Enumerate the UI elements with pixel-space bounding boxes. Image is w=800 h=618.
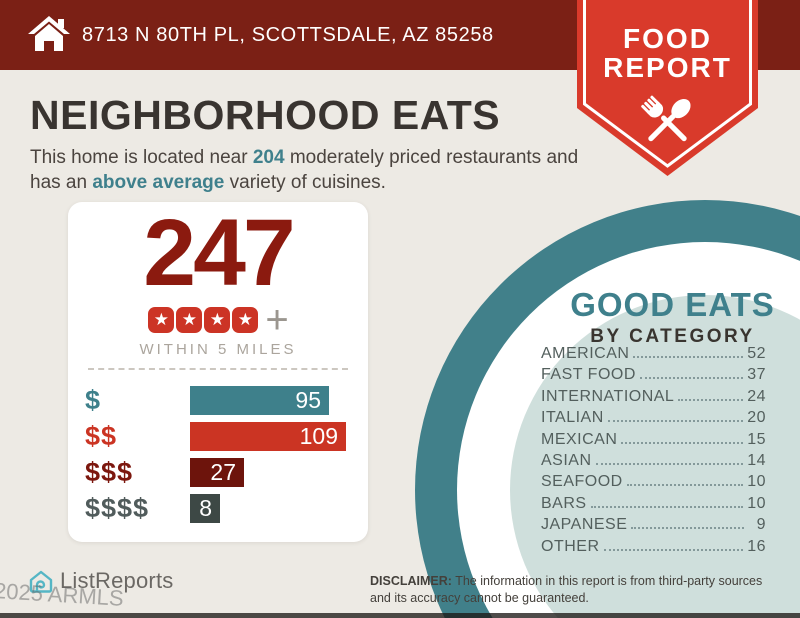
category-list: AMERICAN 52 FAST FOOD 37 INTERNATIONAL 24 ITAL… <box>541 345 766 559</box>
price-tier-bar-chart: $95 $$ 109 $$$ 27 $$$$ 8 <box>68 370 368 526</box>
category-label: JAPANESE <box>541 516 628 534</box>
category-value: 10 <box>747 494 766 512</box>
price-tier-label: $$$ <box>85 456 134 487</box>
category-label: ASIAN <box>541 451 592 469</box>
bar: 95 <box>190 385 329 415</box>
bar-value: 95 <box>295 386 321 413</box>
category-row: ASIAN 14 <box>541 452 766 473</box>
dotted-leader <box>639 377 744 380</box>
category-row: JAPANESE 9 <box>541 516 766 537</box>
category-row: ITALIAN 20 <box>541 409 766 430</box>
listreports-house-icon <box>29 570 53 593</box>
restaurant-stats-card: 247 ★ ★ ★ ★ + WITHIN 5 MILES $95 $$ 109 $$$ 27 $$… <box>68 202 368 542</box>
category-value: 14 <box>747 451 766 469</box>
category-row: INTERNATIONAL 24 <box>541 388 766 409</box>
bar-value: 27 <box>210 458 236 485</box>
category-label: ITALIAN <box>541 409 604 427</box>
category-label: OTHER <box>541 537 600 555</box>
price-tier-label: $$ <box>85 420 118 451</box>
listreports-logo-text: ListReports <box>60 568 174 593</box>
price-tier-label: $ <box>85 384 102 415</box>
bar-row: $95 <box>85 382 368 418</box>
category-label: MEXICAN <box>541 430 618 448</box>
category-value: 20 <box>747 409 766 427</box>
restaurant-count: 247 <box>143 200 296 306</box>
subtitle-text: This home is located near <box>30 147 253 168</box>
category-row: MEXICAN 15 <box>541 431 766 452</box>
listreports-logo: ListReports <box>28 568 173 594</box>
good-eats-heading: GOOD EATS BY CATEGORY <box>545 286 800 348</box>
bar-row: $$$ 27 <box>85 454 368 490</box>
disclaimer-body: The information in this report is from t… <box>370 574 763 605</box>
radius-caption: WITHIN 5 MILES <box>139 341 297 358</box>
bar-row: $$ 109 <box>85 418 368 454</box>
category-row: AMERICAN 52 <box>541 345 766 366</box>
category-label: AMERICAN <box>541 345 630 362</box>
bottom-edge-strip <box>0 613 800 618</box>
badge-line2-text: REPORT <box>603 52 732 83</box>
category-row: BARS 10 <box>541 495 766 516</box>
star-rating: ★ ★ ★ ★ + <box>68 297 368 342</box>
disclaimer-text: DISCLAIMER: The information in this repo… <box>370 573 774 606</box>
good-eats-title: GOOD EATS <box>570 286 775 323</box>
subtitle-highlight: above average <box>92 172 225 193</box>
home-icon <box>28 16 70 51</box>
property-address: 8713 N 80TH PL, SCOTTSDALE, AZ 85258 <box>82 24 494 46</box>
badge-line1-text: FOOD <box>623 23 712 54</box>
bar: 8 <box>190 493 220 523</box>
dashed-divider <box>88 368 348 370</box>
bar: 109 <box>190 421 346 451</box>
subtitle-text: moderately priced restaurants and <box>284 147 579 168</box>
plus-icon: + <box>265 297 289 342</box>
bar-value: 8 <box>199 494 212 521</box>
dotted-leader <box>631 527 744 530</box>
dotted-leader <box>626 484 744 487</box>
star-icon: ★ <box>232 306 259 333</box>
bar-row: $$$$ 8 <box>85 490 368 526</box>
dotted-leader <box>590 505 744 508</box>
category-value: 52 <box>747 345 766 362</box>
disclaimer-label: DISCLAIMER: <box>370 574 452 588</box>
category-label: BARS <box>541 494 587 512</box>
category-value: 24 <box>747 387 766 405</box>
bar: 27 <box>190 457 244 487</box>
category-label: SEAFOOD <box>541 473 623 491</box>
subtitle-text: variety of cuisines. <box>224 172 386 193</box>
star-icon: ★ <box>204 306 231 333</box>
category-value: 16 <box>747 537 766 555</box>
crossed-utensils-icon <box>641 95 691 142</box>
category-row: FAST FOOD 37 <box>541 366 766 387</box>
star-icon: ★ <box>176 306 203 333</box>
dotted-leader <box>621 441 744 444</box>
category-value: 15 <box>747 430 766 448</box>
page-title: NEIGHBORHOOD EATS <box>30 92 501 138</box>
star-icon: ★ <box>148 306 175 333</box>
subtitle-highlight: 204 <box>252 147 285 168</box>
good-eats-subtitle: BY CATEGORY <box>590 326 755 347</box>
dotted-leader <box>607 420 744 423</box>
page-subtitle: This home is located near 204 moderately… <box>30 145 590 195</box>
category-value: 37 <box>747 366 766 384</box>
category-value: 9 <box>756 516 766 534</box>
category-row: SEAFOOD 10 <box>541 473 766 494</box>
category-label: INTERNATIONAL <box>541 387 675 405</box>
bar-value: 109 <box>299 422 338 449</box>
dotted-leader <box>633 356 744 358</box>
category-row: OTHER 16 <box>541 538 766 559</box>
category-label: FAST FOOD <box>541 366 636 384</box>
dotted-leader <box>603 548 744 551</box>
price-tier-label: $$$$ <box>85 492 150 523</box>
dotted-leader <box>595 462 744 465</box>
food-report-badge: FOOD REPORT <box>577 0 758 176</box>
category-value: 10 <box>747 473 766 491</box>
subtitle-text: has an <box>30 172 93 193</box>
dotted-leader <box>678 398 744 401</box>
